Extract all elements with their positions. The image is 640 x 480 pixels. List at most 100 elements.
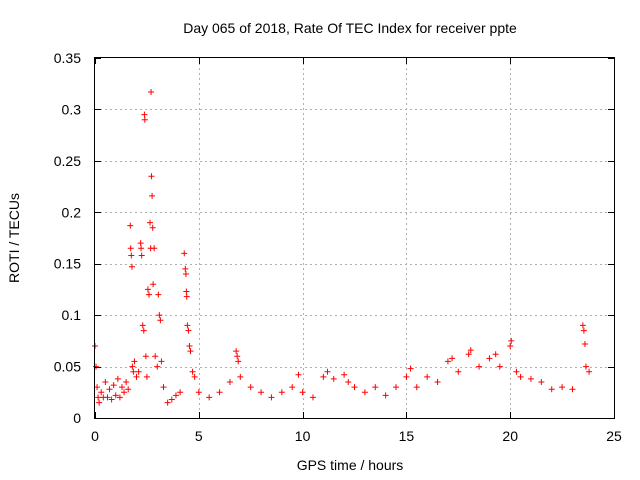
data-point (226, 379, 233, 385)
data-point (289, 384, 296, 391)
plot-frame (94, 57, 615, 419)
data-point (527, 375, 534, 382)
data-point (131, 358, 138, 365)
data-point (449, 355, 456, 362)
data-point (569, 386, 576, 393)
data-point (143, 373, 150, 380)
data-point (517, 373, 524, 380)
x-axis-label: GPS time / hours (297, 457, 404, 473)
data-point (137, 240, 144, 247)
x-tick-label: 0 (91, 428, 99, 444)
x-tick-label: 10 (295, 428, 311, 444)
data-point (278, 389, 285, 396)
data-point (106, 386, 113, 393)
data-point (185, 327, 192, 334)
data-point (142, 353, 149, 360)
data-point (189, 368, 196, 375)
y-axis-label: ROTI / TECUs (6, 193, 22, 283)
y-tick-label: 0 (73, 410, 81, 426)
data-point (125, 386, 132, 393)
data-point (172, 392, 179, 399)
data-point (309, 394, 316, 401)
data-point (579, 322, 586, 329)
data-point (320, 373, 327, 380)
data-point (486, 355, 493, 362)
data-point (295, 371, 302, 378)
data-point (148, 88, 155, 95)
data-point (299, 389, 306, 396)
data-point (177, 389, 184, 396)
data-point (586, 368, 593, 375)
y-tick-label: 0.2 (62, 204, 82, 220)
data-point (164, 399, 171, 406)
data-point (130, 368, 137, 375)
data-point (407, 365, 414, 372)
data-point (582, 363, 589, 370)
data-point (235, 358, 242, 365)
data-point (324, 368, 331, 375)
data-point (496, 363, 503, 370)
data-point (184, 322, 191, 329)
data-point (157, 317, 164, 324)
data-point (492, 351, 499, 358)
data-point (118, 384, 125, 391)
data-point (135, 368, 142, 375)
y-tick-label: 0.25 (54, 153, 81, 169)
data-point (152, 353, 159, 360)
x-tick-labels: 0 5 10 15 20 25 (91, 428, 622, 444)
data-point (138, 245, 145, 252)
data-point (455, 368, 462, 375)
data-point (121, 389, 128, 396)
data-point (144, 286, 151, 293)
data-point (581, 340, 588, 347)
data-point (341, 371, 348, 378)
data-point (127, 245, 134, 252)
x-tick-label: 15 (399, 428, 415, 444)
data-point (559, 384, 566, 391)
data-point (160, 384, 167, 391)
data-point (149, 224, 156, 231)
data-point (234, 353, 241, 360)
data-point (183, 288, 190, 295)
data-point (155, 291, 162, 298)
data-point (96, 399, 103, 406)
data-point (141, 116, 148, 123)
data-point (116, 394, 123, 401)
data-point (580, 327, 587, 334)
data-point (424, 373, 431, 380)
data-point (508, 337, 515, 344)
data-point (129, 363, 136, 370)
data-point (403, 373, 410, 380)
y-tick-label: 0.1 (62, 307, 82, 323)
data-point (195, 389, 202, 396)
data-point (114, 375, 121, 382)
data-point (413, 384, 420, 391)
data-point (133, 373, 140, 380)
data-point (94, 384, 101, 391)
data-point (141, 111, 148, 118)
data-point (151, 245, 158, 252)
data-point (182, 271, 189, 277)
data-point (104, 394, 111, 401)
data-point (95, 394, 102, 401)
data-point (128, 263, 135, 270)
data-point (148, 173, 155, 180)
y-tick-label: 0.35 (54, 50, 81, 66)
data-point (140, 327, 147, 334)
data-point (191, 373, 198, 380)
data-point (168, 396, 175, 403)
y-tick-label: 0.05 (54, 359, 81, 375)
data-point (154, 363, 161, 370)
data-point (158, 358, 165, 365)
data-point (112, 392, 119, 399)
data-point (156, 312, 163, 319)
data-point (102, 379, 109, 385)
data-point (187, 348, 194, 355)
data-point (382, 392, 389, 399)
data-point (127, 222, 134, 229)
data-point (467, 347, 474, 354)
data-point (147, 219, 154, 226)
data-point (149, 192, 156, 199)
x-tick-label: 20 (502, 428, 518, 444)
data-point (123, 379, 130, 385)
